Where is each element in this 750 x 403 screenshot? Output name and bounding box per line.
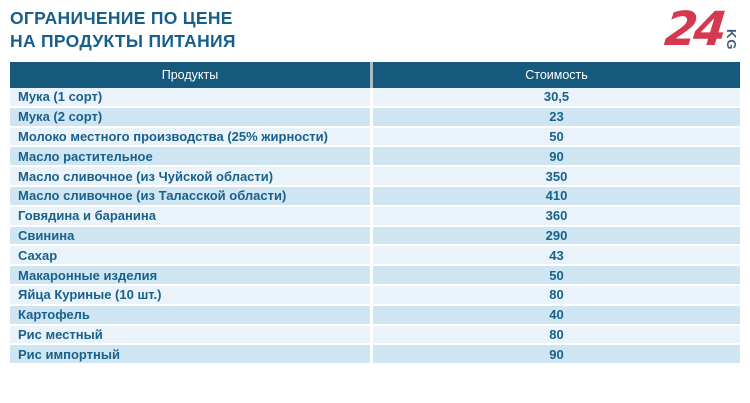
table-row: Сахар 43 [10,246,740,267]
product-cell: Рис местный [10,325,373,346]
table-row: Говядина и баранина 360 [10,206,740,227]
table-row: Мука (2 сорт) 23 [10,107,740,128]
price-cell: 50 [373,266,740,286]
product-cell: Картофель [10,305,373,326]
table-row: Мука (1 сорт) 30,5 [10,88,740,108]
price-cell: 80 [373,325,740,346]
masthead: ОГРАНИЧЕНИЕ ПО ЦЕНЕ НА ПРОДУКТЫ ПИТАНИЯ … [0,0,750,57]
price-cell: 80 [373,285,740,306]
price-cell: 43 [373,246,740,267]
table-row: Макаронные изделия 50 [10,266,740,286]
page-title-line2: НА ПРОДУКТЫ ПИТАНИЯ [10,31,236,51]
logo-24-text: 24 [661,2,725,57]
product-cell: Говядина и баранина [10,206,373,227]
product-cell: Сахар [10,246,373,267]
price-table-wrap: Продукты Стоимость Мука (1 сорт) 30,5 Му… [10,62,740,366]
price-cell: 30,5 [373,88,740,108]
price-cell: 90 [373,345,740,366]
price-table-header: Продукты Стоимость [10,62,740,88]
price-cell: 90 [373,147,740,168]
product-cell: Масло сливочное (из Чуйской области) [10,167,373,187]
column-header-products: Продукты [10,62,373,88]
price-table-body: Мука (1 сорт) 30,5 Мука (2 сорт) 23 Моло… [10,88,740,366]
page-title: ОГРАНИЧЕНИЕ ПО ЦЕНЕ НА ПРОДУКТЫ ПИТАНИЯ [10,7,236,53]
price-cell: 23 [373,107,740,128]
table-row: Масло сливочное (из Таласской области) 4… [10,186,740,207]
product-cell: Мука (1 сорт) [10,88,373,108]
price-cell: 290 [373,226,740,247]
product-cell: Яйца Куриные (10 шт.) [10,285,373,306]
table-row: Рис импортный 90 [10,345,740,366]
product-cell: Свинина [10,226,373,247]
product-cell: Рис импортный [10,345,373,366]
product-cell: Мука (2 сорт) [10,107,373,128]
product-cell: Макаронные изделия [10,266,373,286]
price-cell: 50 [373,127,740,148]
product-cell: Масло растительное [10,147,373,168]
product-cell: Масло сливочное (из Таласской области) [10,186,373,207]
logo-24kg: 24 KG [661,2,739,57]
logo-kg-text: KG [724,28,739,51]
table-row: Масло сливочное (из Чуйской области) 350 [10,167,740,187]
price-table: Продукты Стоимость Мука (1 сорт) 30,5 Му… [10,62,740,366]
table-row: Яйца Куриные (10 шт.) 80 [10,285,740,306]
price-cell: 360 [373,206,740,227]
table-row: Рис местный 80 [10,325,740,346]
price-cell: 350 [373,167,740,187]
header-row: Продукты Стоимость [10,62,740,88]
table-row: Картофель 40 [10,305,740,326]
product-cell: Молоко местного производства (25% жирнос… [10,127,373,148]
table-row: Масло растительное 90 [10,147,740,168]
table-row: Молоко местного производства (25% жирнос… [10,127,740,148]
price-cell: 410 [373,186,740,207]
price-cell: 40 [373,305,740,326]
page-title-line1: ОГРАНИЧЕНИЕ ПО ЦЕНЕ [10,8,233,28]
column-header-price: Стоимость [373,62,740,88]
table-row: Свинина 290 [10,226,740,247]
